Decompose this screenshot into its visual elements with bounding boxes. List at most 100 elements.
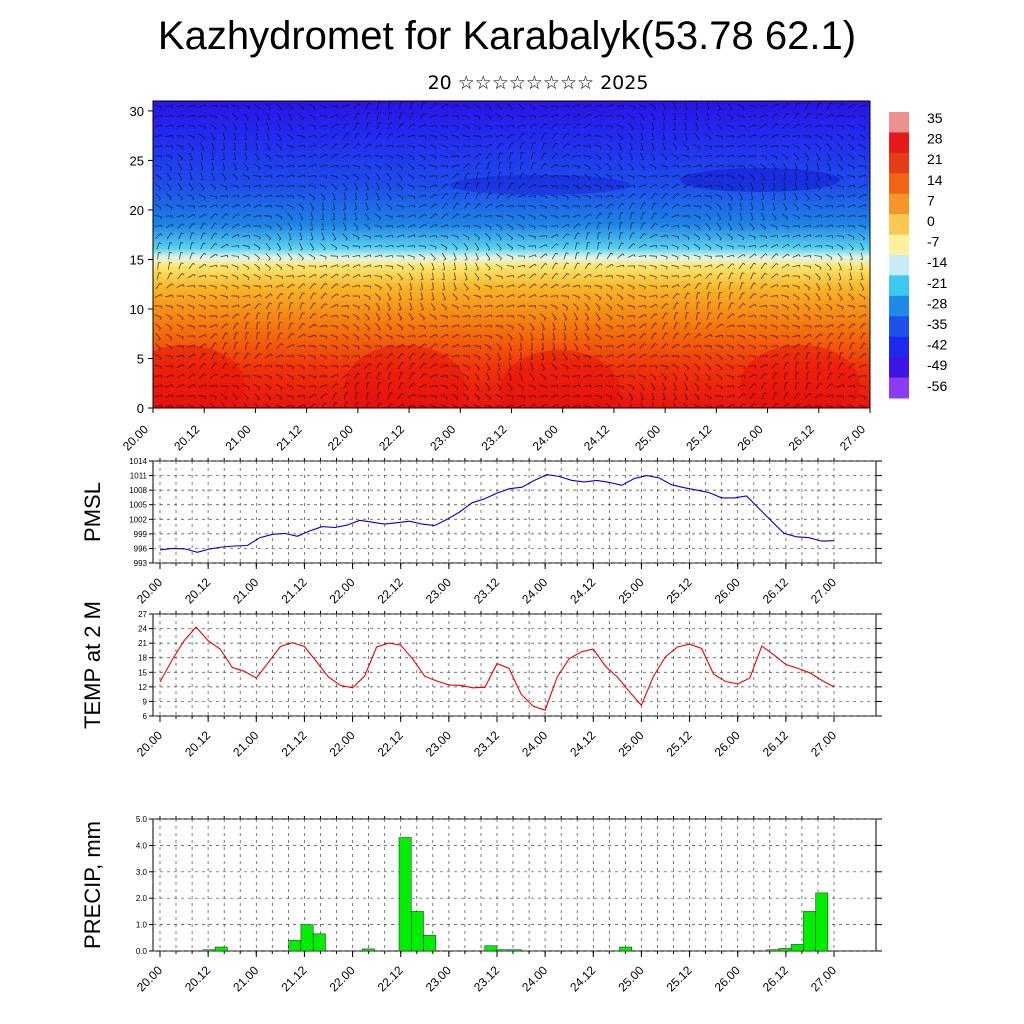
wind-barb-flag xyxy=(556,403,559,407)
wind-barb-flag xyxy=(643,222,646,225)
wind-barb xyxy=(353,223,359,229)
wind-barb xyxy=(583,293,591,299)
wind-barb-flag xyxy=(864,406,866,408)
wind-barb xyxy=(694,393,700,399)
wind-barb-flag xyxy=(555,262,558,265)
wind-barb xyxy=(473,233,481,239)
wind-barb xyxy=(836,235,844,237)
wind-barb-flag xyxy=(798,326,800,330)
wind-barb-flag xyxy=(290,302,294,304)
wind-barb xyxy=(253,194,261,198)
wind-barb-flag xyxy=(398,299,402,301)
wind-barb xyxy=(408,263,414,269)
wind-barb-flag xyxy=(654,222,658,226)
wind-barb-flag xyxy=(479,107,481,110)
wind-barb-flag xyxy=(413,224,416,227)
wind-barb-flag xyxy=(641,158,644,161)
wind-barb xyxy=(551,142,557,150)
wind-barb-flag xyxy=(381,244,383,248)
wind-barb xyxy=(276,242,282,250)
wind-barb xyxy=(430,343,436,349)
wind-barb xyxy=(627,353,635,359)
wind-barb xyxy=(407,205,415,207)
wind-barb xyxy=(176,114,184,118)
wind-barb xyxy=(308,144,316,148)
wind-barb xyxy=(541,142,545,150)
wind-barb-flag xyxy=(468,154,471,158)
wind-barb xyxy=(363,155,371,157)
wind-barb xyxy=(539,173,547,179)
wind-barb xyxy=(650,192,656,200)
wind-barb-flag xyxy=(685,138,688,141)
wind-barb xyxy=(858,183,866,189)
wind-barb xyxy=(639,152,645,160)
wind-barb xyxy=(418,245,426,247)
wind-barb-flag xyxy=(280,267,283,271)
wind-barb-flag xyxy=(203,232,206,234)
wind-barb xyxy=(750,282,754,290)
wind-barb-flag xyxy=(820,113,823,116)
wind-barb xyxy=(430,213,436,219)
wind-barb xyxy=(596,252,600,260)
wind-barb xyxy=(484,314,492,318)
wind-barb xyxy=(561,284,569,288)
wind-barb xyxy=(344,202,346,210)
wind-barb xyxy=(253,274,261,278)
wind-barb-flag xyxy=(629,148,633,151)
wind-barb xyxy=(783,372,787,380)
wind-barb-flag xyxy=(666,343,669,346)
x-tick-label: 21.12 xyxy=(274,422,305,453)
wind-barb-flag xyxy=(830,102,834,105)
wind-barb-flag xyxy=(501,134,504,138)
wind-barb xyxy=(715,154,723,158)
wind-barb xyxy=(176,383,184,389)
wind-barb xyxy=(716,272,722,280)
wind-barb-flag xyxy=(499,238,502,241)
wind-barb xyxy=(286,374,294,378)
wind-barb-flag xyxy=(380,354,383,357)
wind-barb-flag xyxy=(336,383,339,386)
wind-barb xyxy=(508,352,512,360)
wind-barb xyxy=(407,404,415,408)
wind-barb xyxy=(451,393,459,399)
wind-barb-flag xyxy=(545,173,548,177)
wind-barb-flag xyxy=(379,337,382,340)
wind-barb xyxy=(495,114,503,118)
y-tick-label: 15 xyxy=(130,252,144,267)
wind-barb xyxy=(319,384,327,388)
wind-barb xyxy=(222,162,226,170)
wind-barb-flag xyxy=(609,242,613,244)
wind-barb-flag xyxy=(499,258,502,261)
wind-barb xyxy=(474,393,480,399)
x-tick-label: 26.00 xyxy=(735,422,766,453)
precip-bar xyxy=(361,948,375,952)
wind-barb xyxy=(330,153,338,159)
wind-barb xyxy=(352,363,360,369)
wind-barb-flag xyxy=(401,362,404,365)
wind-barb-flag xyxy=(313,197,316,201)
wind-barb xyxy=(154,375,162,377)
wind-barb xyxy=(594,153,602,159)
wind-barb-flag xyxy=(709,137,712,141)
wind-barb-flag xyxy=(776,354,779,357)
precip-bar xyxy=(815,892,829,952)
wind-barb xyxy=(715,373,723,379)
wind-barb-flag xyxy=(576,308,579,311)
wind-barb-flag xyxy=(291,292,295,295)
wind-barb xyxy=(552,322,556,330)
wind-barb-flag xyxy=(841,332,845,335)
wind-barb-flag xyxy=(523,183,526,186)
wind-barb xyxy=(597,232,599,240)
wind-barb xyxy=(176,124,184,128)
wind-barb xyxy=(452,202,458,210)
wind-barb xyxy=(826,143,832,149)
wind-barb xyxy=(673,392,677,400)
wind-barb xyxy=(561,404,569,408)
x-tick-label: 22.12 xyxy=(375,575,406,606)
wind-barb-flag xyxy=(359,255,361,258)
wind-barb xyxy=(297,264,305,268)
wind-barb xyxy=(848,143,854,149)
wind-barb-flag xyxy=(720,197,723,200)
wind-barb-flag xyxy=(500,227,503,230)
wind-barb xyxy=(462,314,470,318)
